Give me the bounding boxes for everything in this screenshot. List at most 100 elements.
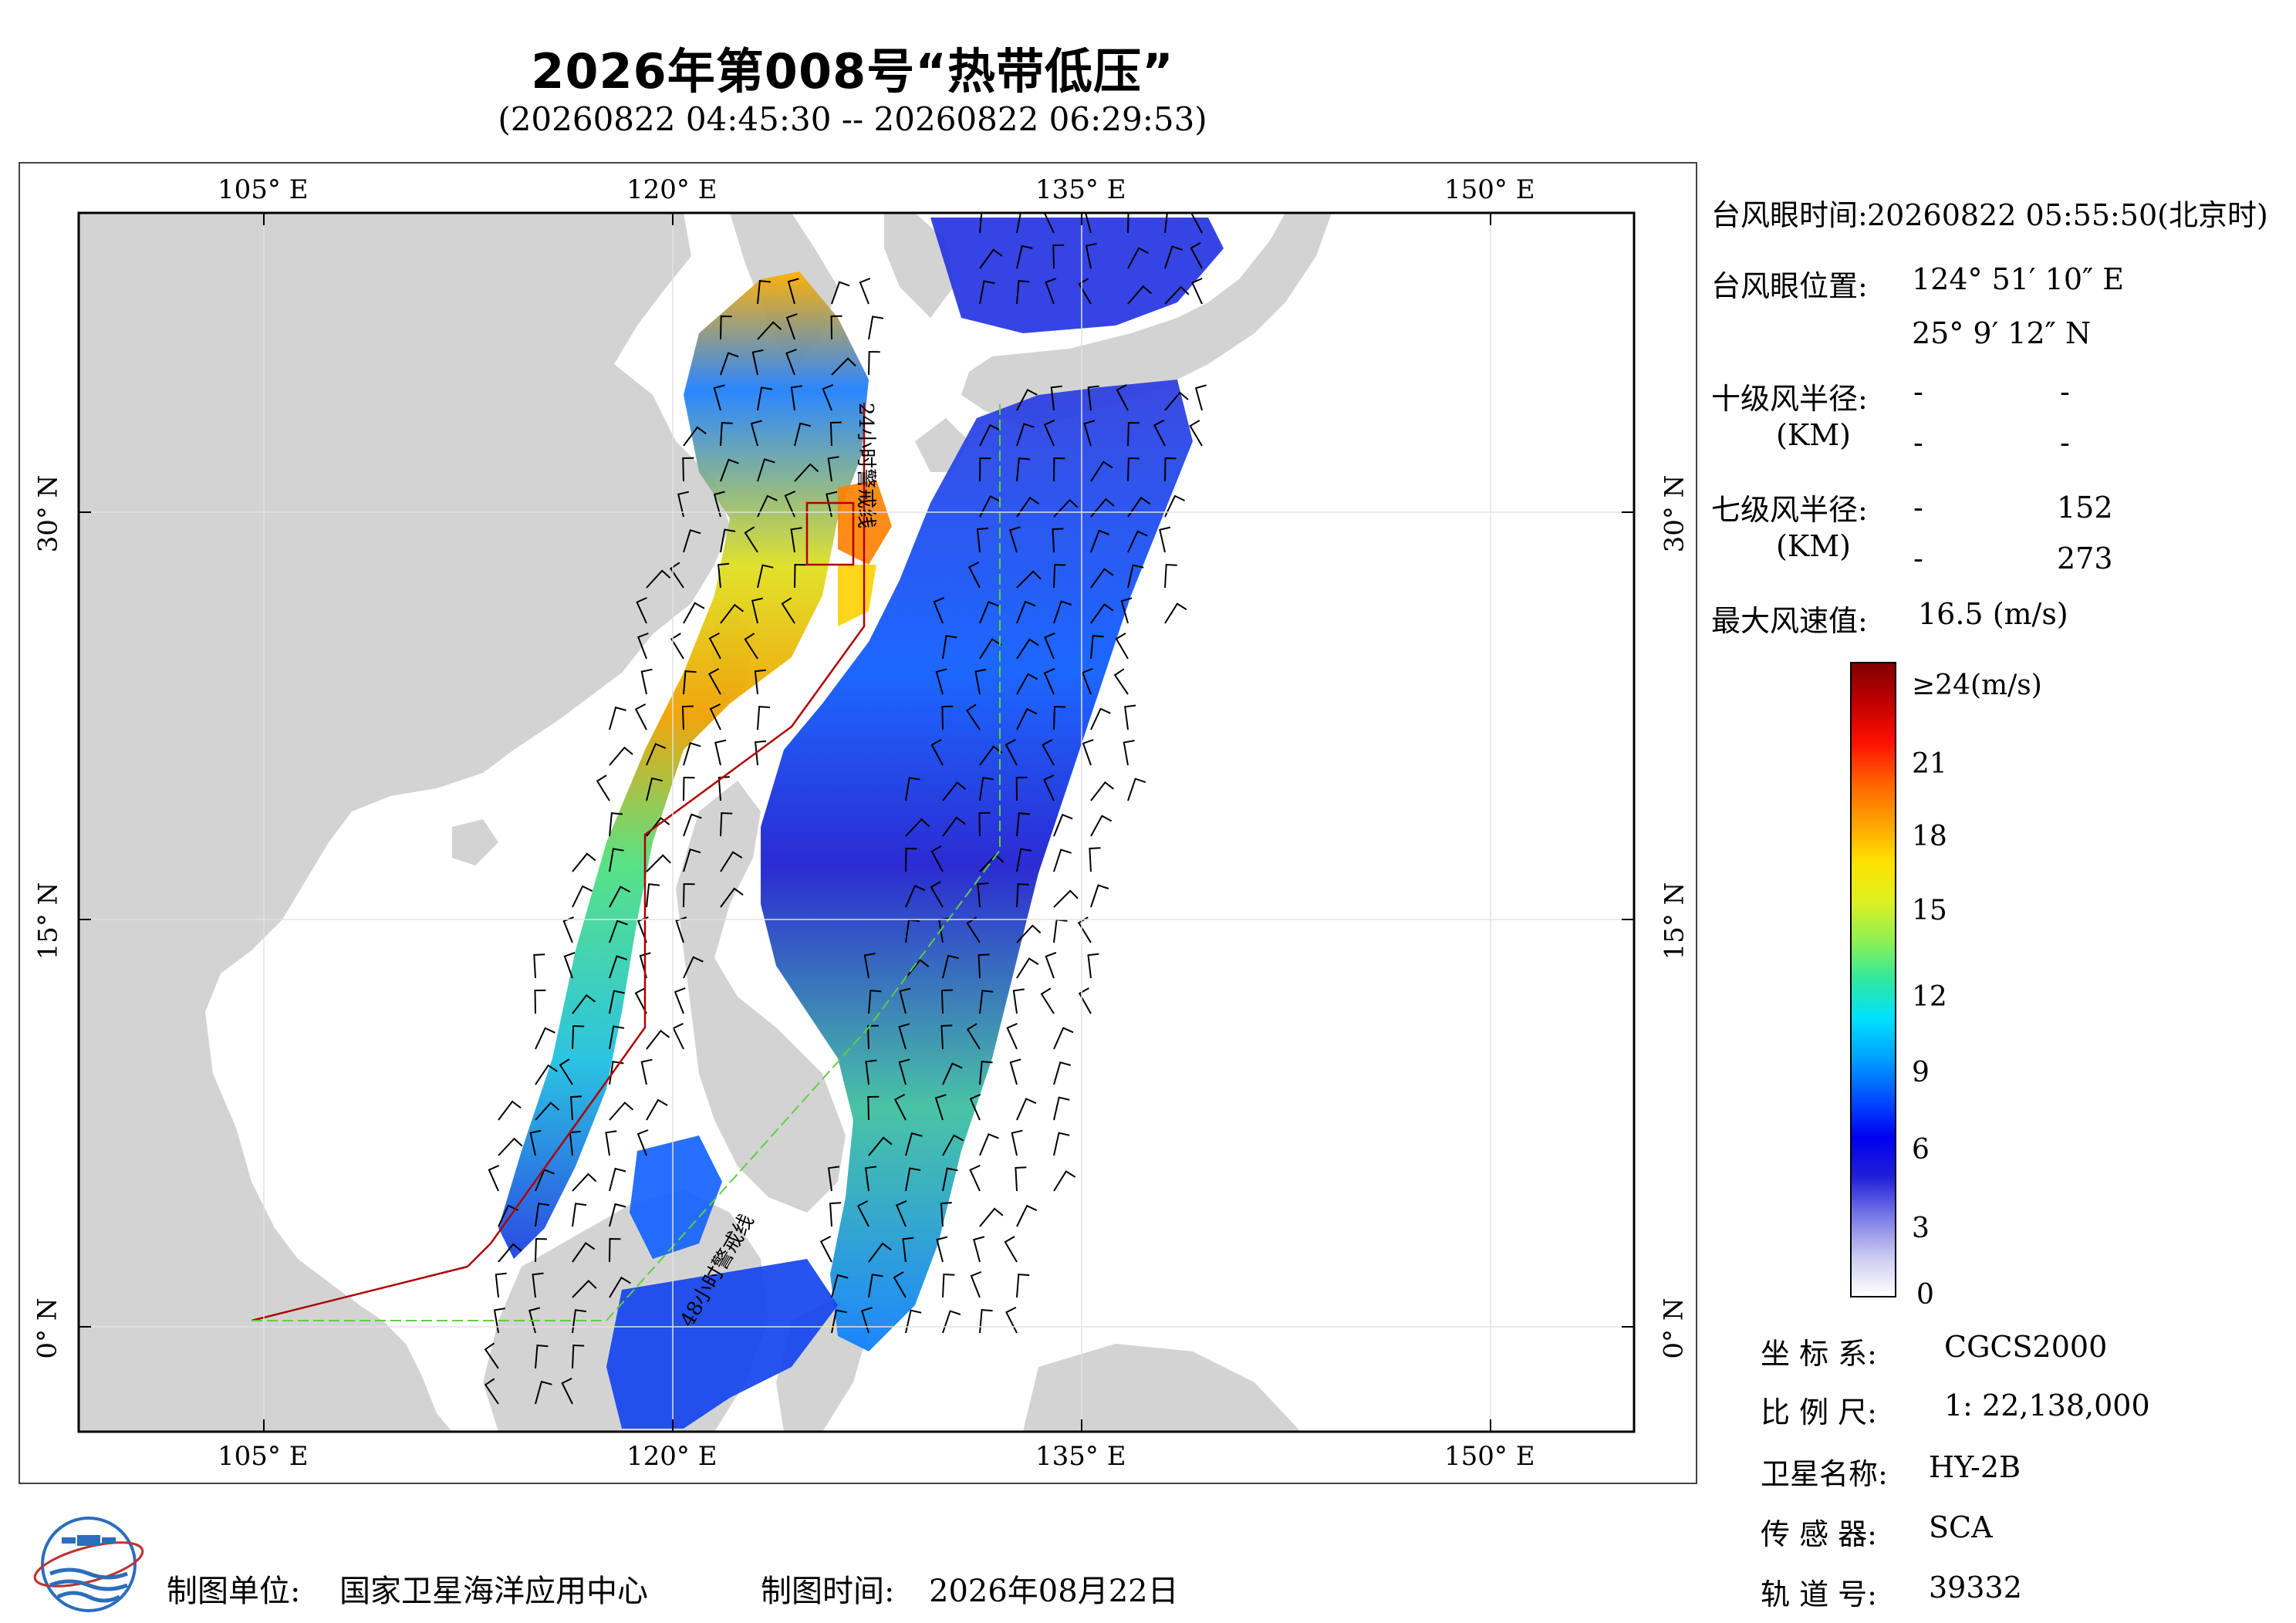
wind-barb (1016, 707, 1038, 731)
wind-barb (1016, 848, 1032, 872)
wind-barb (1012, 988, 1025, 1014)
wind-barb (1113, 668, 1129, 695)
wind-barb (829, 421, 842, 447)
wind-barb (1164, 563, 1177, 589)
wind-barb (535, 1027, 555, 1050)
wind-barb (1053, 457, 1065, 482)
wind-barb (1016, 1274, 1030, 1298)
wind-barb (720, 528, 736, 553)
wind-barb (1016, 882, 1029, 908)
wind-barb (757, 458, 775, 482)
wind-barb (1164, 213, 1168, 234)
wind-barb (979, 457, 991, 482)
wind-barb (941, 705, 954, 731)
wind-barb (940, 1202, 952, 1227)
wind-barb (942, 1310, 961, 1334)
wind-barb (535, 1345, 549, 1369)
wind-barb (683, 529, 701, 553)
wind-barb (609, 990, 625, 1014)
wind-barb (609, 1276, 631, 1298)
wind-barb (670, 633, 684, 660)
wind-barb (1043, 667, 1055, 695)
wind-barb (751, 349, 764, 376)
wind-barb (1090, 498, 1115, 518)
wind-barb (609, 1237, 621, 1263)
wind-barb (781, 597, 795, 624)
wind-barb (868, 1136, 893, 1156)
r7-value-3: - (1913, 542, 1923, 575)
wind-barb (1090, 529, 1110, 553)
wind-barb (1190, 242, 1203, 269)
lon-label-top-105: 105° E (218, 174, 309, 205)
wind-barb (1053, 813, 1073, 837)
wind-barb (484, 1342, 499, 1369)
wind-barb (1164, 285, 1190, 305)
footer-org-value: 国家卫星海洋应用中心 (339, 1574, 648, 1609)
wind-barb (609, 919, 628, 943)
wind-barb (637, 633, 649, 660)
wind-barb (1053, 600, 1072, 624)
time-range-subtitle: (20260822 04:45:30 -- 20260822 06:29:53) (498, 100, 1207, 138)
wind-barb (1127, 213, 1129, 234)
wind-barb (677, 491, 690, 518)
colorbar-top-label: ≥24(m/s) (1912, 670, 2042, 701)
wind-barb (1016, 1098, 1037, 1121)
wind-barb (744, 633, 758, 660)
wind-barb (940, 989, 953, 1014)
plot-border (77, 211, 1636, 1433)
wind-barb (966, 704, 981, 731)
wind-barb (1190, 213, 1203, 234)
wind-barb (534, 989, 546, 1014)
wind-barb (1052, 244, 1065, 269)
wind-barb (757, 494, 778, 518)
wind-barb (895, 1200, 907, 1227)
footer-time-label: 制图时间: (761, 1574, 895, 1609)
wind-barb (707, 668, 721, 695)
wind-barb (784, 490, 796, 518)
wind-barb (572, 1203, 587, 1227)
wind-barb (905, 847, 917, 872)
wind-barb (867, 1095, 880, 1121)
wind-barb (1016, 245, 1033, 269)
wind-barb (1090, 568, 1114, 589)
r7-value-4: 273 (2057, 542, 2113, 575)
wind-barb (1124, 704, 1136, 731)
wind-barb (1164, 457, 1177, 482)
wind-barb (493, 1308, 505, 1334)
wind-barb (1016, 600, 1036, 624)
r10-value-2: - (2060, 375, 2070, 409)
wind-barb (1016, 1204, 1038, 1227)
wind-barb (744, 526, 758, 553)
wind-barb (683, 848, 701, 872)
wind-barb (942, 1062, 963, 1085)
wind-barb (572, 885, 593, 908)
wind-barb (933, 596, 945, 624)
wind-barb (979, 600, 999, 624)
eye-box (805, 501, 855, 566)
wind-barb (609, 706, 626, 731)
wind-barb (1004, 739, 1018, 766)
wind-barb (787, 278, 799, 305)
wind-barb (484, 1378, 499, 1405)
warn-48h-dashed (252, 403, 1001, 1321)
wind-barb (609, 955, 628, 979)
lon-label-bottom-150: 150° E (1444, 1441, 1535, 1472)
wind-barb (708, 633, 721, 660)
wind-barb (868, 990, 882, 1014)
crs-label: 坐 标 系: (1761, 1337, 1877, 1371)
wind-barb (572, 1279, 597, 1298)
wind-barb (935, 668, 947, 695)
wind-barb (757, 386, 772, 411)
lat-label-right-0: 0° N (1658, 1297, 1690, 1359)
wind-barb (596, 774, 610, 801)
wind-barb (940, 1024, 953, 1050)
lat-label-right-15: 15° N (1659, 882, 1690, 960)
wind-barb (609, 848, 624, 872)
wind-barb (936, 1236, 948, 1263)
wind-barb (1045, 952, 1057, 979)
wind-barb (868, 350, 880, 376)
wind-barb (942, 1134, 964, 1156)
wind-barb (902, 1237, 914, 1263)
wind-barb (535, 1380, 552, 1405)
wind-barb (979, 248, 1003, 269)
